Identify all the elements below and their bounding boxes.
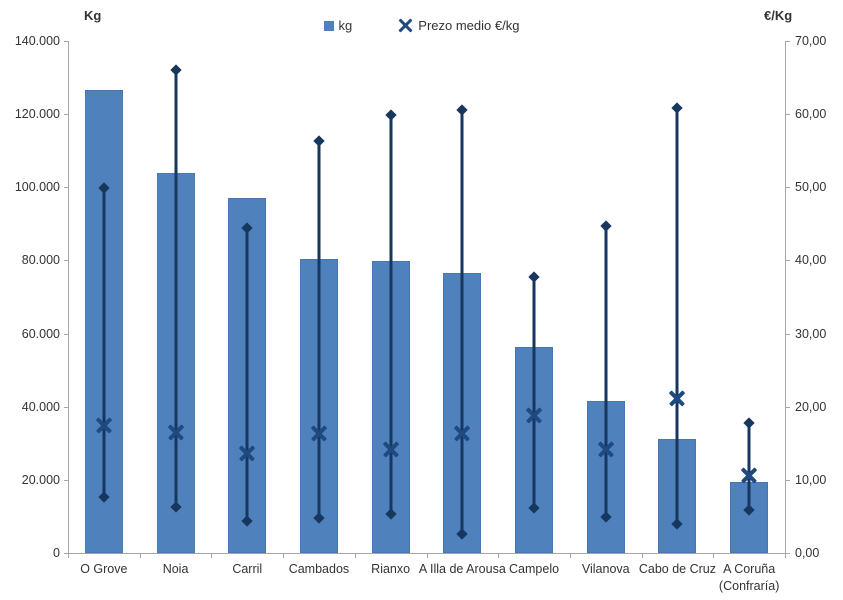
category-label: Noia (162, 562, 189, 576)
category-label: A Coruña (Confraría) (718, 562, 780, 593)
category-label: Campelo (509, 562, 560, 576)
left-axis-tick (64, 260, 68, 262)
avg-price-marker (741, 466, 758, 484)
chart-legend: kg Prezo medio €/kg (0, 18, 843, 33)
left-axis-tick (64, 553, 68, 554)
price-max-marker (671, 102, 684, 114)
right-axis-tick-label: 50,00 (795, 180, 827, 195)
price-range-line (532, 277, 536, 508)
right-axis-title: €/Kg (764, 8, 793, 23)
avg-price-marker (310, 425, 327, 442)
left-axis-line (68, 41, 69, 553)
price-range-line (747, 422, 751, 510)
left-axis-tick-label: 80.000 (21, 253, 60, 268)
price-range-line (102, 188, 106, 497)
avg-price-marker (167, 424, 184, 441)
left-axis-tick-label: 120.000 (14, 106, 60, 121)
bar (730, 481, 769, 553)
legend-label-prezo-medio: Prezo medio €/kg (418, 18, 520, 33)
legend-item-prezo-medio: Prezo medio €/kg (398, 18, 519, 33)
right-axis-tick (786, 187, 790, 189)
price-max-marker (743, 417, 755, 429)
avg-price-marker (239, 444, 256, 462)
price-range-line (460, 110, 464, 534)
bottom-axis-tick (569, 553, 571, 558)
price-max-marker (528, 271, 540, 283)
price-range-line (245, 228, 249, 521)
price-range-line (604, 226, 608, 518)
legend-label-kg: kg (338, 18, 353, 33)
left-axis-tick-label: 140.000 (14, 33, 60, 48)
price-range-line (174, 70, 178, 507)
avg-price-marker (95, 417, 112, 434)
avg-price-marker (669, 389, 686, 407)
bottom-axis-tick (283, 553, 285, 558)
right-axis-tick-label: 30,00 (795, 326, 827, 341)
bottom-axis-tick (498, 553, 500, 558)
left-axis-tick-label: 40.000 (21, 399, 60, 414)
category-label: O Grove (80, 562, 128, 576)
bottom-axis-tick (211, 553, 213, 558)
category-label: Cambados (288, 562, 350, 576)
right-axis-tick (786, 333, 790, 335)
category-label: Rianxo (371, 562, 411, 576)
bar (586, 401, 625, 553)
price-range-line (389, 114, 393, 515)
right-axis-tick-label: 20,00 (795, 399, 827, 414)
left-axis-tick (64, 114, 68, 116)
right-axis-tick-label: 0,00 (795, 545, 820, 560)
right-axis-tick-label: 70,00 (795, 33, 827, 48)
left-axis-tick (64, 41, 68, 42)
legend-item-kg: kg (323, 18, 353, 33)
price-max-marker (456, 104, 469, 117)
price-range-line (317, 141, 321, 518)
right-axis-tick-label: 60,00 (795, 106, 827, 121)
right-axis-tick-label: 40,00 (795, 253, 827, 268)
left-axis-tick-label: 0 (53, 545, 60, 560)
category-label: A Illa de Arousa (418, 562, 506, 576)
left-axis-tick (64, 479, 68, 481)
right-axis-line (785, 41, 786, 553)
right-axis-tick (786, 406, 790, 408)
bar-series-swatch-icon (323, 20, 334, 31)
avg-price-marker (382, 441, 399, 458)
category-label: Cabo de Cruz (638, 562, 716, 576)
left-axis-tick (64, 406, 68, 408)
bottom-axis-tick (641, 553, 643, 558)
avg-price-marker (597, 441, 614, 458)
category-label: Vilanova (581, 562, 630, 576)
left-axis-tick (64, 187, 68, 189)
price-max-marker (600, 220, 612, 232)
price-range-line (675, 108, 679, 524)
bottom-axis-tick (139, 553, 141, 558)
bottom-axis-tick (785, 553, 786, 558)
right-axis-tick (786, 553, 790, 554)
left-axis-title: Kg (84, 8, 102, 23)
right-axis-tick (786, 41, 790, 42)
price-max-marker (169, 64, 182, 76)
right-axis-tick (786, 260, 790, 262)
right-axis-tick-label: 10,00 (795, 472, 827, 487)
x-marker-icon (398, 18, 413, 33)
right-axis-tick (786, 114, 790, 116)
left-axis-tick-label: 100.000 (14, 180, 60, 195)
bottom-axis-tick (354, 553, 356, 558)
left-axis-tick-label: 20.000 (21, 472, 60, 487)
right-axis-tick (786, 479, 790, 481)
price-max-marker (313, 135, 325, 147)
avg-price-marker (454, 425, 471, 442)
bottom-axis-tick (68, 553, 69, 558)
left-axis-tick (64, 333, 68, 335)
avg-price-marker (526, 406, 543, 424)
category-label: Carril (232, 562, 263, 576)
bottom-axis-tick (426, 553, 428, 558)
bottom-axis-tick (713, 553, 715, 558)
price-max-marker (384, 109, 397, 121)
left-axis-tick-label: 60.000 (21, 326, 60, 341)
